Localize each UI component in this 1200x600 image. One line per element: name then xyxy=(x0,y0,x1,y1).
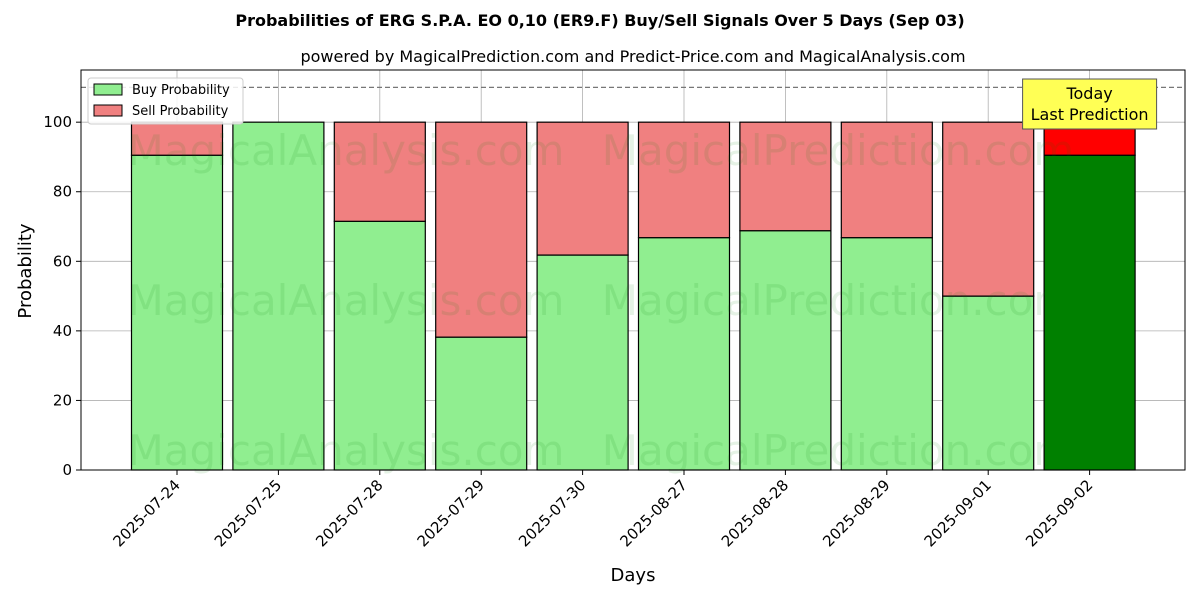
buy-bar xyxy=(1043,154,1136,471)
y-tick-label: 60 xyxy=(53,252,72,270)
x-tick-label: 2025-09-02 xyxy=(1022,476,1096,550)
x-tick-label: 2025-07-28 xyxy=(312,476,386,550)
buy-bar xyxy=(435,336,528,471)
y-axis-label: Probability xyxy=(15,223,36,318)
sell-bar xyxy=(130,121,224,156)
watermark-text: MagicalPrediction.com xyxy=(602,426,1075,475)
x-tick-label: 2025-07-29 xyxy=(414,476,488,550)
buy-bar xyxy=(942,295,1035,471)
y-tick-label: 80 xyxy=(53,183,72,201)
chart-subtitle: powered by MagicalPrediction.com and Pre… xyxy=(300,47,965,66)
buy-bar xyxy=(739,230,832,471)
watermark-text: MagicalPrediction.com xyxy=(602,126,1075,175)
watermark-text: MagicalAnalysis.com xyxy=(128,126,565,175)
sell-bar xyxy=(435,121,528,338)
y-tick-label: 20 xyxy=(53,391,72,409)
y-tick-label: 100 xyxy=(43,113,72,131)
annotation-text: Today xyxy=(1065,84,1112,103)
buy-bar xyxy=(840,237,933,471)
y-tick-label: 40 xyxy=(53,322,72,340)
x-axis-label: Days xyxy=(611,565,656,586)
x-tick-label: 2025-07-30 xyxy=(515,476,589,550)
legend-label: Sell Probability xyxy=(132,104,229,119)
watermark-text: MagicalAnalysis.com xyxy=(128,276,565,325)
buy-bar xyxy=(333,220,426,471)
sell-bar xyxy=(739,121,832,232)
buy-bar xyxy=(637,237,731,471)
legend-box xyxy=(87,77,244,125)
legend-swatch xyxy=(93,83,123,96)
sell-bar xyxy=(942,121,1035,297)
sell-bar xyxy=(637,121,731,239)
x-tick-label: 2025-07-25 xyxy=(211,476,285,550)
sell-bar xyxy=(333,121,426,222)
sell-bar xyxy=(536,121,629,256)
buy-bar xyxy=(130,154,224,471)
watermark-text: MagicalAnalysis.com xyxy=(128,426,565,475)
watermark-text: MagicalPrediction.com xyxy=(602,276,1075,325)
x-tick-label: 2025-09-01 xyxy=(921,476,995,550)
legend-swatch xyxy=(93,104,123,117)
sell-bar xyxy=(840,121,933,239)
x-tick-label: 2025-08-29 xyxy=(819,476,893,550)
x-tick-label: 2025-07-24 xyxy=(109,476,183,550)
legend-label: Buy Probability xyxy=(132,83,230,98)
annotation-text: Last Prediction xyxy=(1031,105,1149,124)
y-tick-label: 0 xyxy=(62,461,72,479)
chart-title: Probabilities of ERG S.P.A. EO 0,10 (ER9… xyxy=(235,11,964,30)
x-tick-label: 2025-08-27 xyxy=(616,476,690,550)
annotation-box xyxy=(1022,78,1158,130)
x-tick-label: 2025-08-28 xyxy=(718,476,792,550)
plot-frame xyxy=(80,69,1186,471)
plot-area: MagicalAnalysis.com MagicalPrediction.com… xyxy=(43,69,1186,550)
